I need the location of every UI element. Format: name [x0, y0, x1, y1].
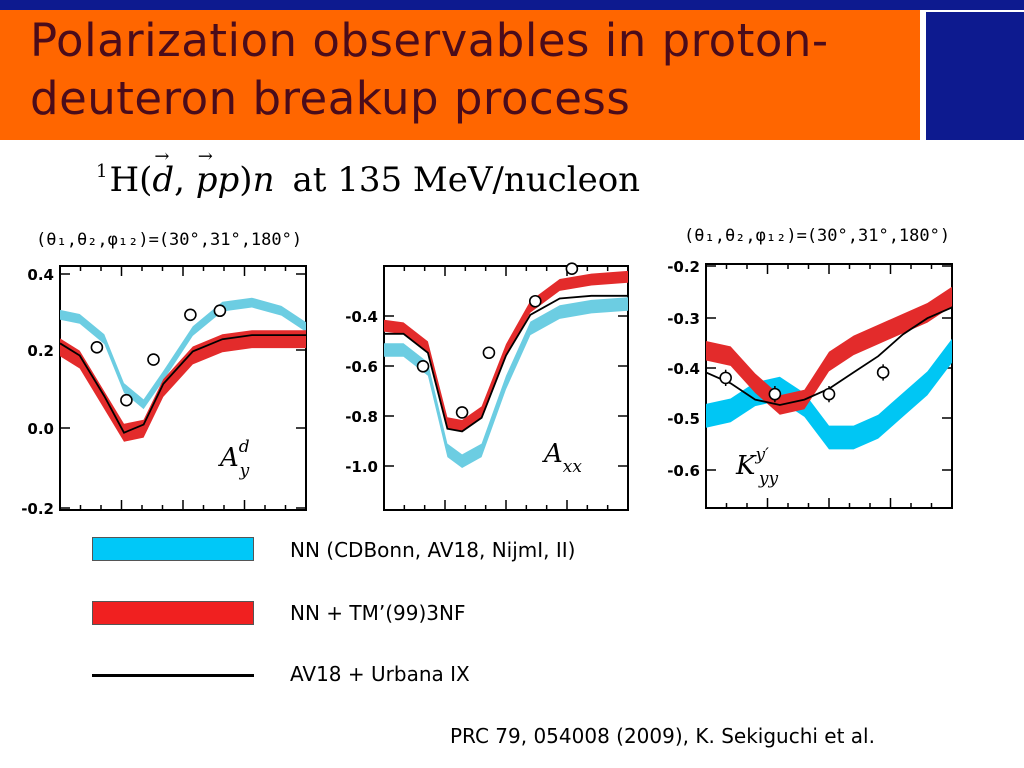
reaction-formula: 1H(→ d, → pp)n at 135 MeV/nucleon [96, 146, 641, 200]
observable-label: Ky′ yy [735, 445, 779, 489]
theory-line [59, 334, 306, 434]
y-tick-label: 0.4 [27, 266, 54, 284]
data-point [147, 353, 160, 366]
vector-arrow-icon: → [154, 146, 170, 167]
theory-band [60, 330, 306, 442]
y-tick-label: -0.2 [667, 258, 700, 276]
data-point [528, 294, 542, 308]
mass-number: 1 [96, 161, 108, 182]
chart-panel-axx: -0.4 -0.6 -0.8 -1.0 Axx [345, 262, 629, 511]
top-accent-bar [0, 0, 1024, 10]
y-tick-label: -0.4 [667, 360, 700, 378]
citation: PRC 79, 054008 (2009), K. Sekiguchi et a… [450, 724, 875, 748]
y-tick-label: -0.5 [667, 410, 700, 428]
data-point [822, 387, 836, 401]
slide-title-line-2: deuteron breakup process [30, 72, 631, 125]
vector-arrow-icon: → [197, 146, 213, 167]
legend-line-urbana [92, 674, 254, 677]
residual-symbol: n [252, 160, 275, 200]
data-point [565, 262, 579, 276]
angle-label-right: (θ₁,θ₂,φ₁₂)=(30°,31°,180°) [684, 226, 951, 246]
theory-band [384, 297, 628, 468]
theory-band [384, 270, 628, 432]
data-point [416, 360, 430, 373]
projectile-symbol: → d [152, 146, 175, 200]
data-point [213, 304, 227, 318]
legend-label-3nf: NN + TM’(99)3NF [290, 601, 466, 625]
observable-label: Ad y [218, 437, 250, 481]
data-point [768, 387, 782, 401]
chart-panel-kyy: -0.2 -0.3 -0.4 -0.5 -0.6 Ky′ yy [667, 258, 953, 509]
data-point [876, 366, 890, 379]
data-point [120, 393, 133, 407]
slide-title-line-1: Polarization observables in proton- [30, 14, 829, 67]
y-tick-label: -1.0 [345, 458, 378, 476]
theory-band [60, 297, 306, 410]
y-tick-label: -0.6 [667, 462, 700, 480]
data-point [482, 346, 496, 360]
y-tick-label: -0.3 [667, 310, 700, 328]
legend-label-urbana: AV18 + Urbana IX [290, 662, 470, 686]
y-tick-label: -0.4 [345, 308, 378, 326]
data-point [90, 341, 104, 354]
theory-line [384, 294, 628, 433]
formula-close: ) [239, 160, 253, 200]
legend-label-nn: NN (CDBonn, AV18, NijmI, II) [290, 538, 576, 562]
legend-swatch-3nf [92, 601, 254, 625]
y-tick-label: -0.2 [21, 500, 54, 518]
beam-energy: at 135 MeV/nucleon [292, 160, 641, 200]
data-point [719, 371, 732, 385]
theory-band [706, 338, 952, 450]
y-tick-label: 0.2 [27, 342, 54, 360]
ejectile-symbol: → pp [195, 146, 240, 200]
data-point [184, 308, 197, 322]
corner-accent-block [926, 12, 1024, 140]
observable-label: Axx [542, 439, 582, 477]
y-tick-label: -0.8 [345, 408, 378, 426]
data-point [455, 406, 469, 419]
formula-comma: , [174, 160, 196, 200]
y-tick-label: 0.0 [27, 420, 54, 438]
legend-swatch-nn [92, 537, 254, 561]
chart-panel-ay: 0.4 0.2 0.0 -0.2 Ad y [21, 265, 307, 518]
y-tick-label: -0.6 [345, 358, 378, 376]
angle-label-left: (θ₁,θ₂,φ₁₂)=(30°,31°,180°) [36, 230, 303, 250]
target-element: H( [109, 160, 153, 200]
title-banner [0, 10, 920, 140]
